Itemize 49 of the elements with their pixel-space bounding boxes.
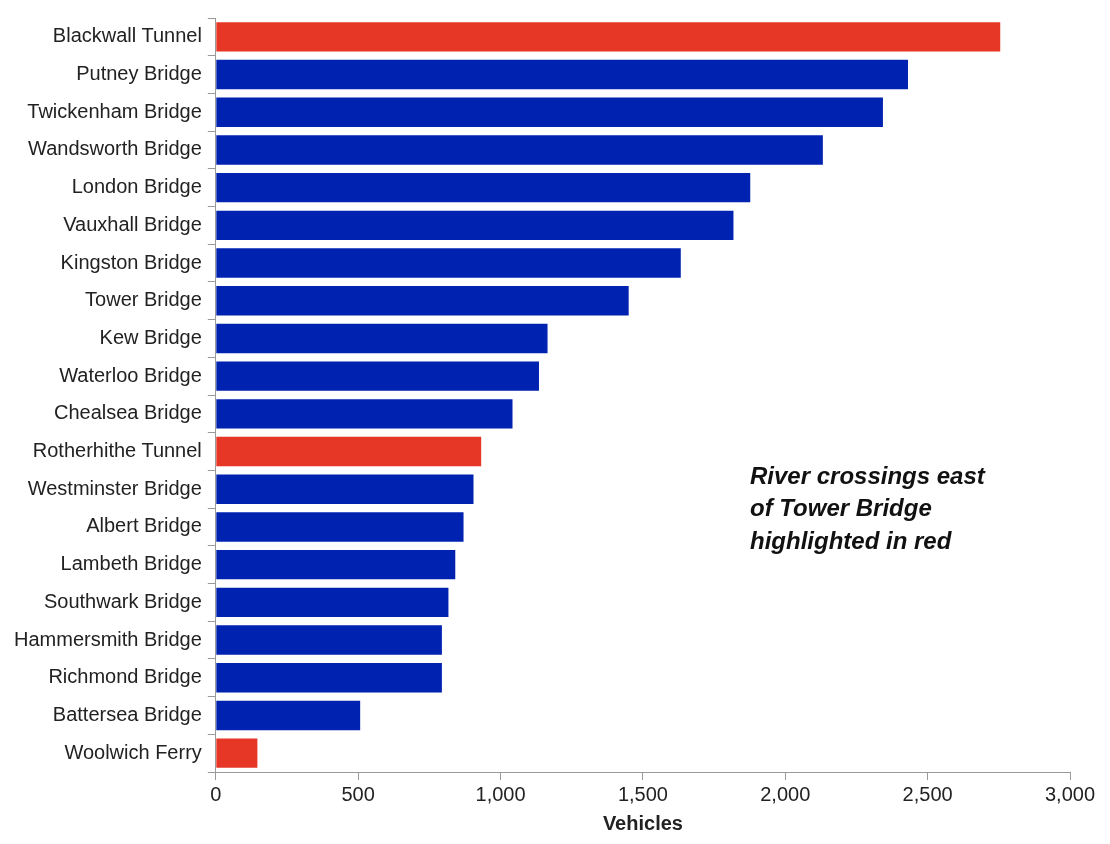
bar [216, 399, 513, 429]
bar [216, 512, 464, 542]
y-tick-label: Blackwall Tunnel [52, 24, 202, 47]
annotation: River crossings east of Tower Bridge highlighted in red [750, 461, 987, 556]
bar [216, 22, 1001, 52]
x-tick-label: 2,500 [902, 782, 953, 805]
bar [216, 323, 548, 354]
bar [216, 248, 681, 278]
bar [216, 625, 442, 655]
bar [216, 361, 539, 391]
bar [216, 210, 734, 241]
x-axis-title: Vehicles [602, 811, 683, 834]
x-tick-label: 2,000 [760, 782, 811, 805]
y-tick-label: Hammersmith Bridge [13, 627, 202, 650]
bar [216, 286, 629, 316]
bar [216, 59, 908, 90]
x-tick-label: 0 [210, 782, 222, 805]
bar [216, 700, 361, 731]
y-tick-label: Woolwich Ferry [64, 740, 202, 763]
y-tick-label: Battersea Bridge [52, 702, 202, 725]
y-tick-label: Vauxhall Bridge [63, 212, 202, 235]
bar [216, 663, 442, 693]
bar [216, 738, 258, 768]
x-tick-label: 1,000 [475, 782, 526, 805]
y-tick-label: Waterloo Bridge [59, 363, 202, 386]
y-tick-label: Putney Bridge [76, 62, 202, 85]
y-tick-label: Wandsworth Bridge [28, 137, 202, 160]
y-tick-label: Kingston Bridge [60, 250, 202, 273]
x-tick-label: 3,000 [1044, 782, 1096, 805]
bar [216, 549, 456, 580]
y-tick-label: Lambeth Bridge [60, 552, 202, 575]
y-tick-label: Chealsea Bridge [53, 401, 202, 424]
x-tick-label: 1,500 [617, 782, 668, 805]
y-tick-label: Rotherhithe Tunnel [32, 439, 202, 462]
bar [216, 97, 883, 127]
y-tick-label: Kew Bridge [99, 325, 202, 348]
bar [216, 436, 482, 467]
y-tick-label: Twickenham Bridge [27, 99, 202, 122]
y-tick-label: Tower Bridge [85, 288, 202, 311]
x-tick-label: 500 [341, 782, 375, 805]
y-tick-label: Albert Bridge [86, 514, 202, 537]
bar [216, 135, 823, 165]
y-tick-label: London Bridge [71, 175, 202, 198]
y-tick-label: Southwark Bridge [43, 589, 202, 612]
bar [216, 587, 449, 618]
bar [216, 474, 474, 504]
bar [216, 172, 751, 203]
y-tick-label: Westminster Bridge [27, 476, 202, 499]
y-tick-label: Richmond Bridge [48, 665, 202, 688]
